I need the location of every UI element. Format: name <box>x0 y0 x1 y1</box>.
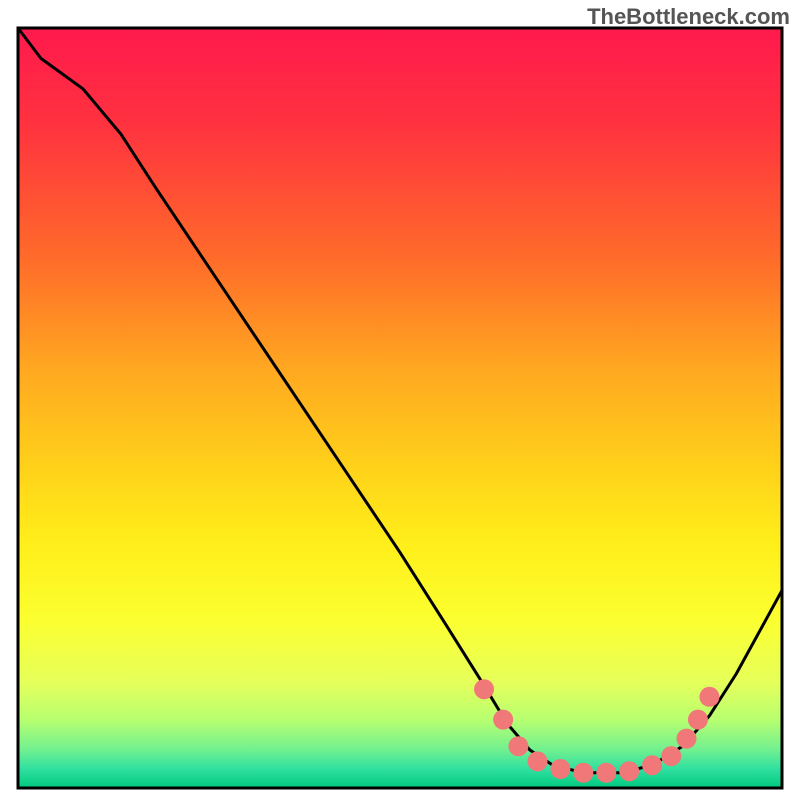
curve-marker <box>596 763 616 783</box>
curve-marker <box>474 679 494 699</box>
curve-marker <box>493 710 513 730</box>
curve-marker <box>508 736 528 756</box>
watermark-text: TheBottleneck.com <box>587 4 790 30</box>
curve-marker <box>528 751 548 771</box>
curve-marker <box>688 710 708 730</box>
gradient-background <box>18 28 782 788</box>
curve-marker <box>573 763 593 783</box>
curve-marker <box>661 746 681 766</box>
curve-marker <box>642 755 662 775</box>
curve-marker <box>677 729 697 749</box>
curve-marker <box>619 761 639 781</box>
chart-container: TheBottleneck.com <box>0 0 800 800</box>
curve-marker <box>550 759 570 779</box>
bottleneck-chart <box>0 0 800 800</box>
curve-marker <box>699 687 719 707</box>
